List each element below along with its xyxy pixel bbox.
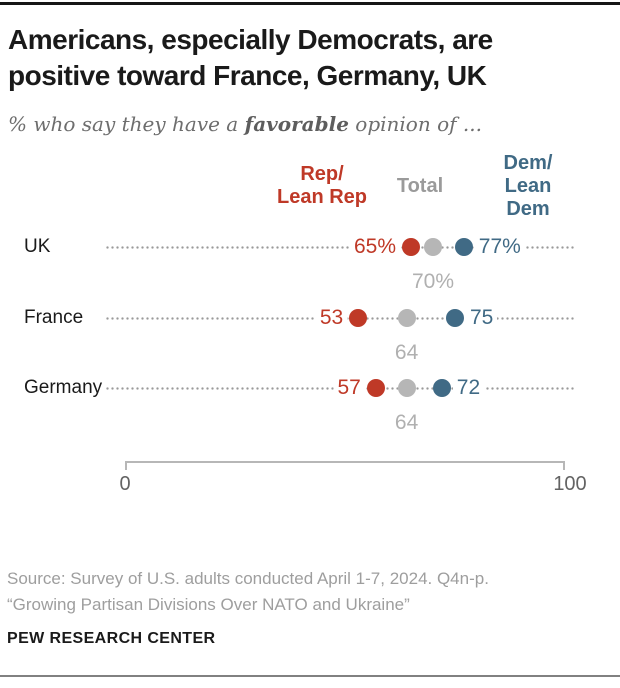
- source-line-1: Source: Survey of U.S. adults conducted …: [7, 569, 489, 588]
- legend-dem-line2: Lean Dem: [504, 174, 552, 220]
- dem-dot: [446, 309, 464, 327]
- dem-value-label: 72: [452, 376, 485, 400]
- title-line-1: Americans, especially Democrats, are: [8, 24, 493, 55]
- dem-value-label: 75: [466, 306, 498, 330]
- rep-dot: [349, 309, 368, 327]
- subtitle-emphasis: favorable: [244, 112, 349, 136]
- rep-dot: [402, 238, 420, 256]
- total-value-label: 70%: [411, 270, 455, 293]
- chart-subtitle: % who say they have a favorable opinion …: [8, 112, 608, 136]
- x-axis-tick-max: 100: [553, 473, 587, 495]
- dem-value-label: 77%: [474, 235, 525, 259]
- legend-rep: Rep/ Lean Rep: [277, 163, 367, 209]
- legend-rep-line1: Rep/: [300, 163, 344, 185]
- rep-value-label: 53: [315, 306, 348, 330]
- x-axis-tick-min: 0: [119, 473, 131, 495]
- legend-rep-line2: Lean Rep: [276, 186, 368, 208]
- legend-total-label: Total: [396, 174, 444, 197]
- category-label-germany: Germany: [24, 377, 103, 398]
- subtitle-prefix: % who say they have a: [8, 112, 245, 136]
- total-value-label: 64: [394, 411, 419, 434]
- top-divider: [0, 2, 620, 5]
- bottom-divider: [0, 675, 620, 677]
- leader-line: [105, 245, 575, 249]
- dem-dot: [454, 238, 473, 256]
- x-axis-line: [125, 461, 565, 470]
- dem-dot: [432, 379, 451, 397]
- total-dot: [397, 379, 416, 397]
- legend-total: Total: [397, 163, 443, 209]
- subtitle-suffix: opinion of ...: [348, 112, 482, 136]
- rep-value-label: 57: [333, 376, 365, 400]
- source-note: Source: Survey of U.S. adults conducted …: [7, 566, 607, 618]
- brand-label: PEW RESEARCH CENTER: [7, 630, 216, 647]
- category-label-uk: UK: [24, 236, 51, 257]
- title-line-2: positive toward France, Germany, UK: [8, 60, 487, 91]
- total-dot: [424, 238, 442, 256]
- total-value-label: 64: [394, 341, 419, 364]
- page-title: Americans, especially Democrats, are pos…: [8, 22, 608, 94]
- category-label-france: France: [24, 307, 84, 328]
- legend-dem-line1: Dem/: [503, 151, 553, 174]
- total-dot: [397, 309, 416, 327]
- rep-value-label: 65%: [349, 235, 400, 259]
- rep-dot: [366, 379, 385, 397]
- legend-dem: Dem/ Lean Dem: [482, 152, 574, 220]
- source-line-2: “Growing Partisan Divisions Over NATO an…: [7, 595, 410, 614]
